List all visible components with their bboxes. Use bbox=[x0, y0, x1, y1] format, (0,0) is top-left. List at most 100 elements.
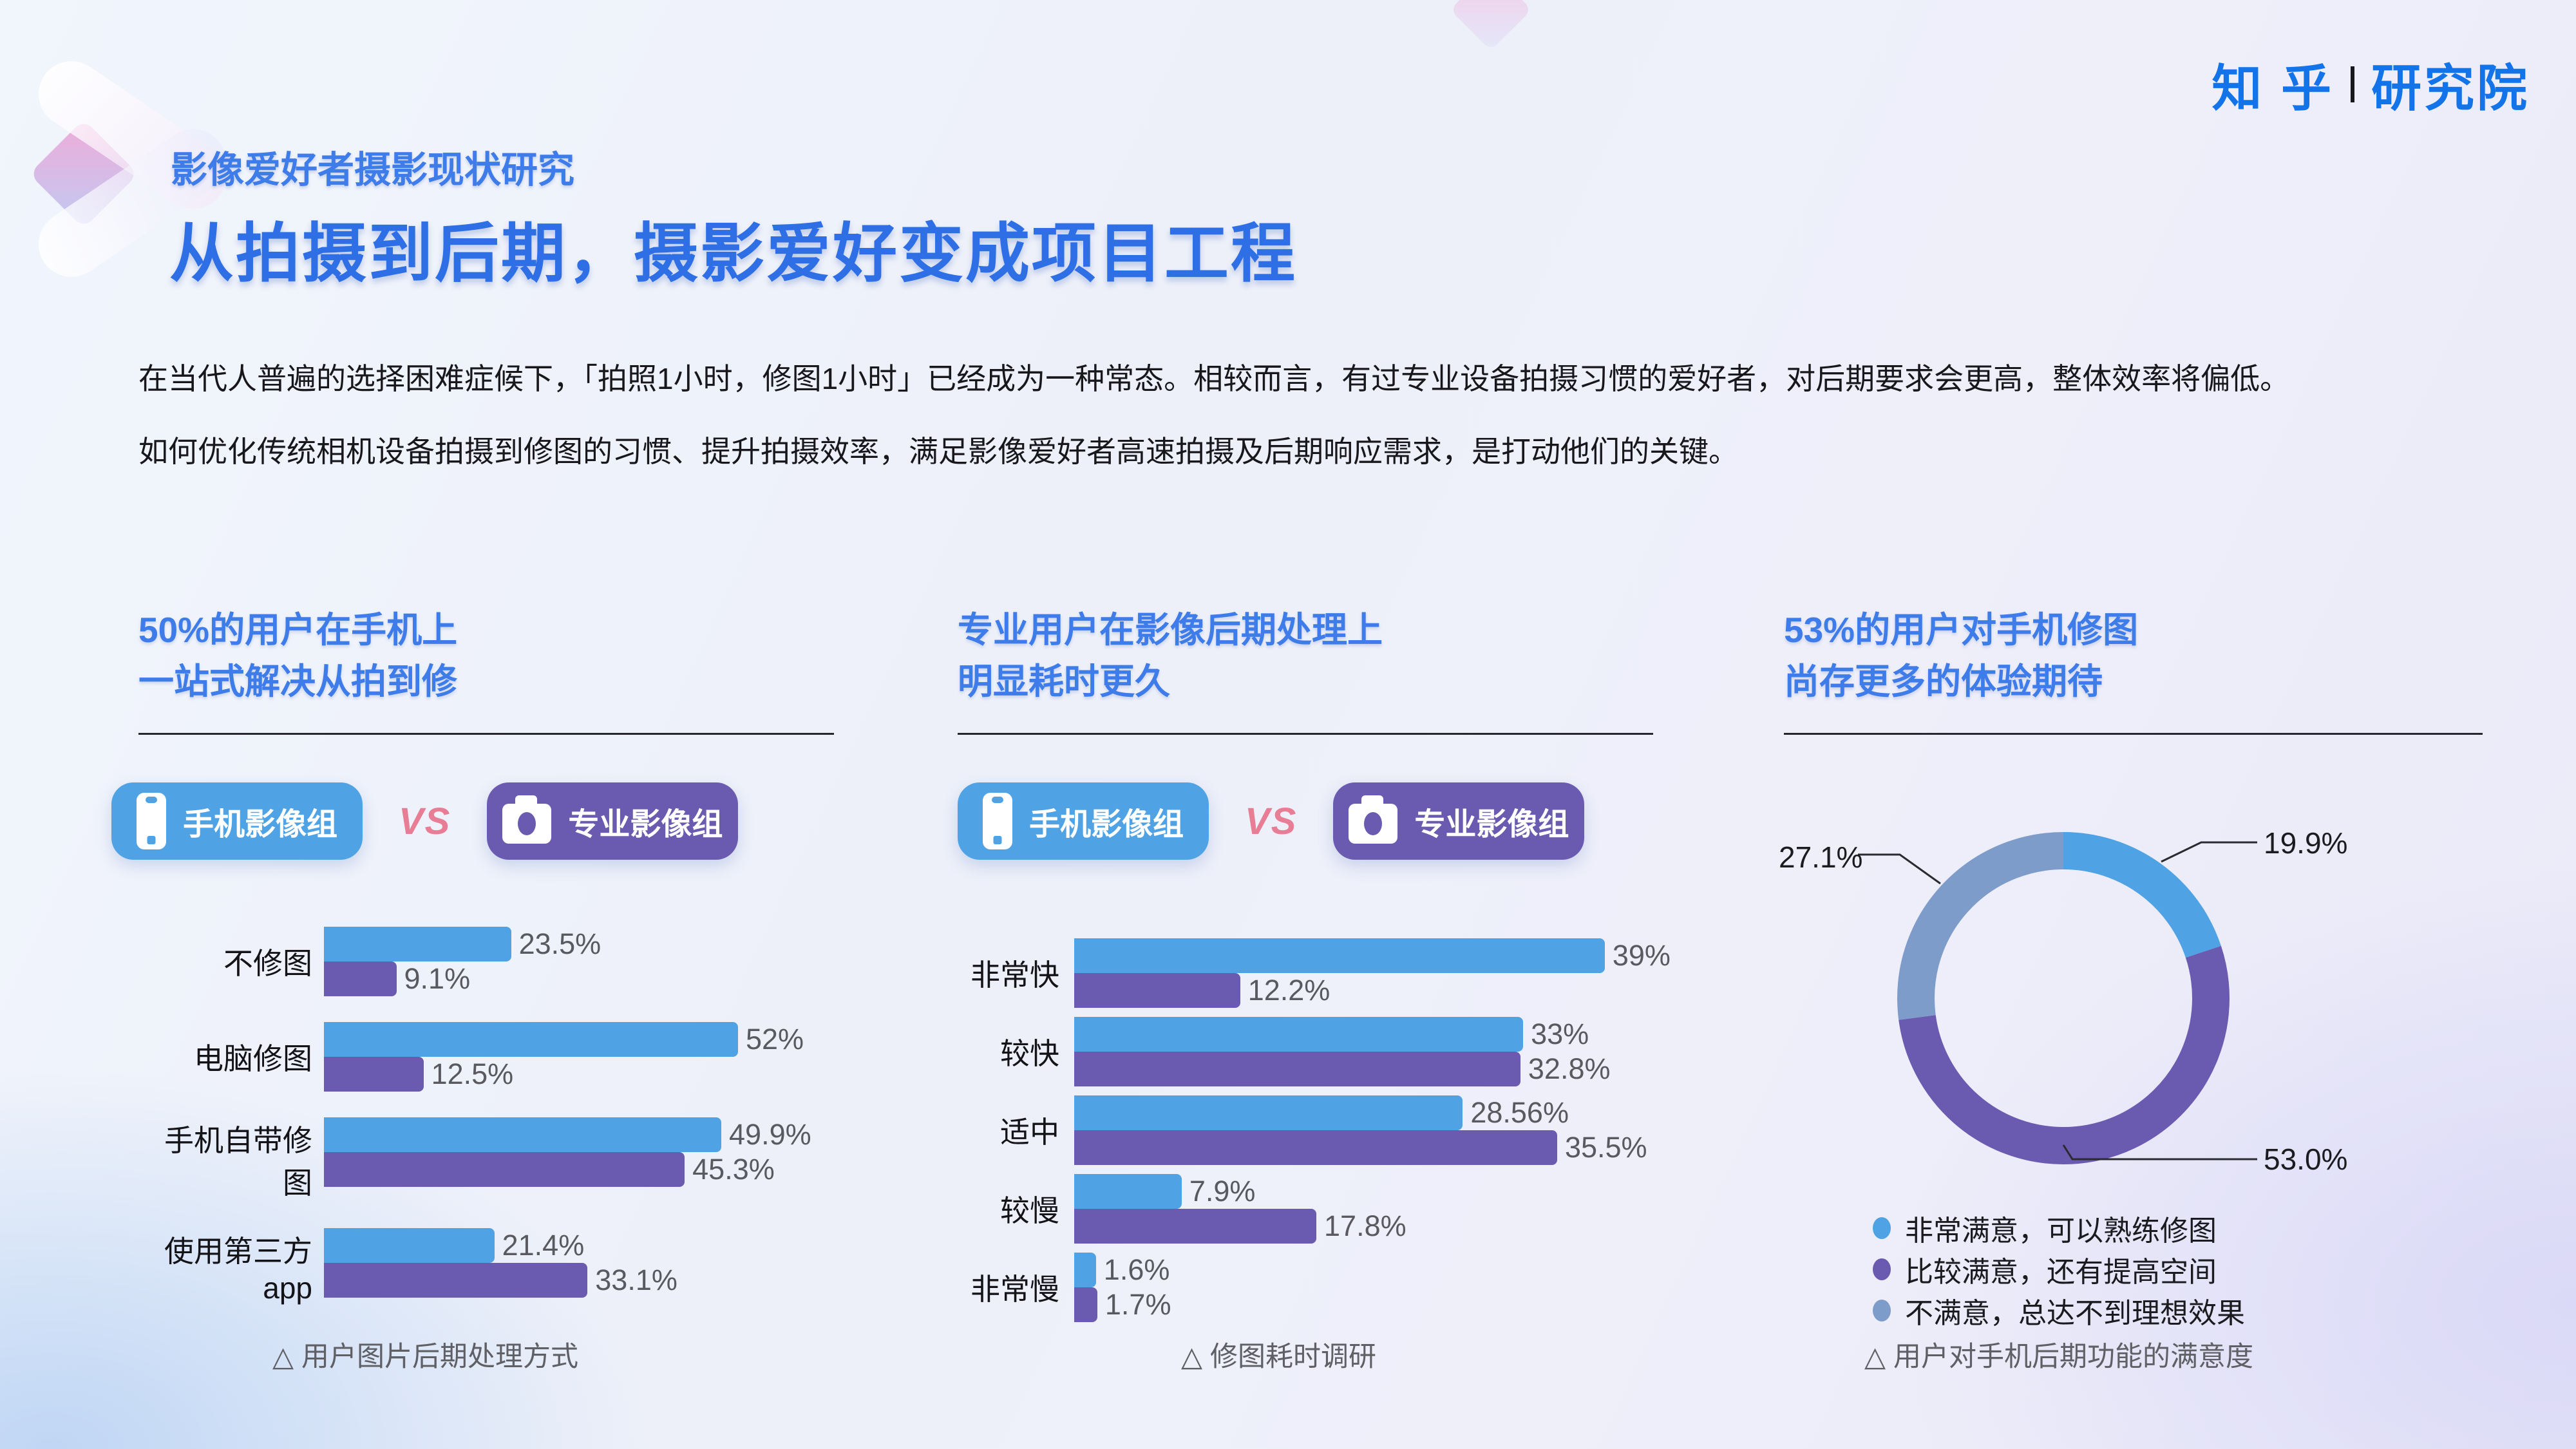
bar-category-label: 非常慢 bbox=[971, 1273, 1059, 1306]
bar-value-label: 1.7% bbox=[1104, 1288, 1171, 1321]
bar-value-label: 32.8% bbox=[1528, 1052, 1611, 1085]
intro-paragraph: 在当代人普遍的选择困难症候下，「拍照1小时，修图1小时」已经成为一种常态。相较而… bbox=[138, 343, 2508, 488]
camera-icon bbox=[1349, 795, 1398, 844]
legend-label: 非常满意，可以熟练修图 bbox=[1905, 1215, 2217, 1247]
bar-line: 33.1% bbox=[324, 1263, 738, 1298]
decorative-chevron-top bbox=[26, 48, 239, 222]
bar-line: 45.3% bbox=[324, 1152, 775, 1187]
donut-value-label: 53.0% bbox=[2264, 1142, 2348, 1176]
bar-pair: 39% 12.2% bbox=[1074, 938, 1671, 1008]
chart-caption: △ 用户图片后期处理方式 bbox=[272, 1341, 579, 1372]
phone-icon bbox=[982, 793, 1012, 849]
bar-手机影像组 bbox=[1074, 1017, 1524, 1052]
camera-icon bbox=[502, 795, 552, 844]
bar-value-label: 17.8% bbox=[1324, 1209, 1406, 1242]
decorative-diamond-small bbox=[1450, 0, 1532, 51]
legend-label: 不满意，总达不到理想效果 bbox=[1905, 1298, 2245, 1329]
bar-line: 1.6% bbox=[1074, 1253, 1618, 1287]
bar-line: 12.2% bbox=[1074, 973, 1618, 1008]
section-processing-methods: 50%的用户在手机上 一站式解决从拍到修 手机影像组 VS 专业影像组 不修图 2… bbox=[111, 592, 834, 1410]
bar-value-label: 45.3% bbox=[692, 1153, 775, 1186]
bar-category-label: 不修图 bbox=[223, 947, 312, 980]
bar-pair: 23.5% 9.1% bbox=[324, 927, 738, 996]
phone-icon bbox=[136, 793, 166, 849]
logo-suffix-text: 研究院 bbox=[2371, 60, 2530, 117]
section-satisfaction: 53%的用户对手机修图 尚存更多的体验期待 19.9% 27.1% 53.0% … bbox=[1779, 592, 2483, 1410]
bar-line: 12.5% bbox=[324, 1057, 738, 1092]
vs-label: VS bbox=[399, 800, 451, 842]
pro-group-label: 专业影像组 bbox=[568, 808, 723, 842]
legend-dot bbox=[1873, 1217, 1891, 1239]
bar-row: 使用第三方app 21.4% 33.1% bbox=[138, 1228, 834, 1305]
bar-line: 28.56% bbox=[1074, 1095, 1618, 1130]
bar-pair: 28.56% 35.5% bbox=[1074, 1095, 1647, 1165]
bar-专业影像组 bbox=[1074, 1287, 1097, 1322]
bar-专业影像组 bbox=[1074, 1052, 1520, 1086]
chart-caption: △ 用户对手机后期功能的满意度 bbox=[1864, 1341, 2254, 1372]
bar-value-label: 39% bbox=[1612, 939, 1671, 972]
bar-专业影像组 bbox=[324, 961, 397, 996]
section-divider bbox=[1784, 733, 2483, 735]
donut-value-label: 27.1% bbox=[1779, 840, 1863, 874]
bar-value-label: 52% bbox=[746, 1023, 804, 1056]
bar-category-label: 手机自带修图 bbox=[164, 1124, 312, 1200]
decorative-diamond bbox=[29, 119, 138, 229]
section-editing-time: 专业用户在影像后期处理上 明显耗时更久 手机影像组 VS 专业影像组 非常快 39… bbox=[958, 592, 1671, 1410]
bar-pair: 1.6% 1.7% bbox=[1074, 1253, 1618, 1322]
bar-chart-editing-time: 非常快 39% 12.2% 较快 33% 32.8% 适中 28.56% 35.5% 较慢 7.9%… bbox=[958, 938, 1671, 1322]
bar-手机影像组 bbox=[324, 927, 511, 961]
bar-pair: 33% 32.8% bbox=[1074, 1017, 1618, 1086]
bar-value-label: 1.6% bbox=[1103, 1253, 1170, 1286]
bar-line: 35.5% bbox=[1074, 1130, 1647, 1165]
bar-line: 52% bbox=[324, 1022, 804, 1057]
section-title: 50%的用户在手机上 一站式解决从拍到修 bbox=[138, 610, 458, 701]
bar-category-label: 较快 bbox=[1000, 1037, 1059, 1070]
pro-group-badge: 专业影像组 bbox=[487, 782, 739, 860]
donut-chart-satisfaction: 19.9% 27.1% 53.0% 非常满意，可以熟练修图 比较满意，还有提高空… bbox=[1779, 786, 2483, 1404]
legend-dot bbox=[1873, 1300, 1891, 1321]
bar-专业影像组 bbox=[1074, 1130, 1557, 1165]
bar-category-label: 使用第三方app bbox=[164, 1235, 312, 1305]
bar-专业影像组 bbox=[324, 1263, 588, 1298]
bar-category-label: 电脑修图 bbox=[194, 1042, 312, 1075]
donut-svg bbox=[1858, 832, 2257, 1164]
donut-legend: 非常满意，可以熟练修图 比较满意，还有提高空间 不满意，总达不到理想效果 bbox=[1873, 1208, 2245, 1331]
donut-slice bbox=[1897, 832, 2230, 1164]
section-title: 53%的用户对手机修图 尚存更多的体验期待 bbox=[1784, 610, 2139, 701]
intro-line-1: 在当代人普遍的选择困难症候下，「拍照1小时，修图1小时」已经成为一种常态。相较而… bbox=[138, 362, 2290, 395]
bar-value-label: 49.9% bbox=[729, 1118, 811, 1151]
page-title: 从拍摄到后期，摄影爱好变成项目工程 bbox=[169, 218, 1297, 290]
bar-pair: 49.9% 45.3% bbox=[324, 1117, 811, 1202]
bar-chart-processing-methods: 不修图 23.5% 9.1% 电脑修图 52% 12.5% 手机自带修图 49.9% 45.3%… bbox=[138, 927, 834, 1305]
leader-line-slice-1 bbox=[2161, 841, 2257, 863]
bar-专业影像组 bbox=[1074, 973, 1240, 1008]
bar-row: 手机自带修图 49.9% 45.3% bbox=[138, 1117, 834, 1202]
chart-caption: △ 修图耗时调研 bbox=[1181, 1341, 1377, 1372]
pro-group-badge: 专业影像组 bbox=[1333, 782, 1585, 860]
bar-专业影像组 bbox=[1074, 1209, 1317, 1244]
bar-手机影像组 bbox=[1074, 1174, 1182, 1209]
phone-group-badge: 手机影像组 bbox=[111, 782, 363, 860]
bar-value-label: 33% bbox=[1531, 1018, 1589, 1050]
bar-line: 17.8% bbox=[1074, 1209, 1618, 1244]
bar-line: 23.5% bbox=[324, 927, 738, 961]
bar-line: 9.1% bbox=[324, 961, 738, 996]
bar-row: 非常快 39% 12.2% bbox=[958, 938, 1671, 1008]
phone-group-badge: 手机影像组 bbox=[958, 782, 1209, 860]
legend-row: 不满意，总达不到理想效果 bbox=[1873, 1290, 2245, 1331]
bar-value-label: 28.56% bbox=[1470, 1096, 1569, 1129]
legend-label: 比较满意，还有提高空间 bbox=[1905, 1256, 2217, 1288]
legend-row: 非常满意，可以熟练修图 bbox=[1873, 1208, 2245, 1249]
bar-value-label: 12.2% bbox=[1247, 974, 1331, 1007]
bar-line: 39% bbox=[1074, 938, 1671, 973]
bar-pair: 21.4% 33.1% bbox=[324, 1228, 738, 1305]
donut-value-label: 19.9% bbox=[2264, 826, 2348, 860]
report-eyebrow: 影像爱好者摄影现状研究 bbox=[171, 149, 574, 191]
bar-category-label: 较慢 bbox=[1000, 1194, 1059, 1227]
phone-group-label: 手机影像组 bbox=[1028, 808, 1184, 842]
bar-category-label: 非常快 bbox=[971, 958, 1059, 992]
bar-row: 较慢 7.9% 17.8% bbox=[958, 1174, 1653, 1244]
bar-pair: 52% 12.5% bbox=[324, 1022, 804, 1092]
bar-手机影像组 bbox=[324, 1228, 495, 1263]
bar-value-label: 33.1% bbox=[595, 1264, 677, 1296]
